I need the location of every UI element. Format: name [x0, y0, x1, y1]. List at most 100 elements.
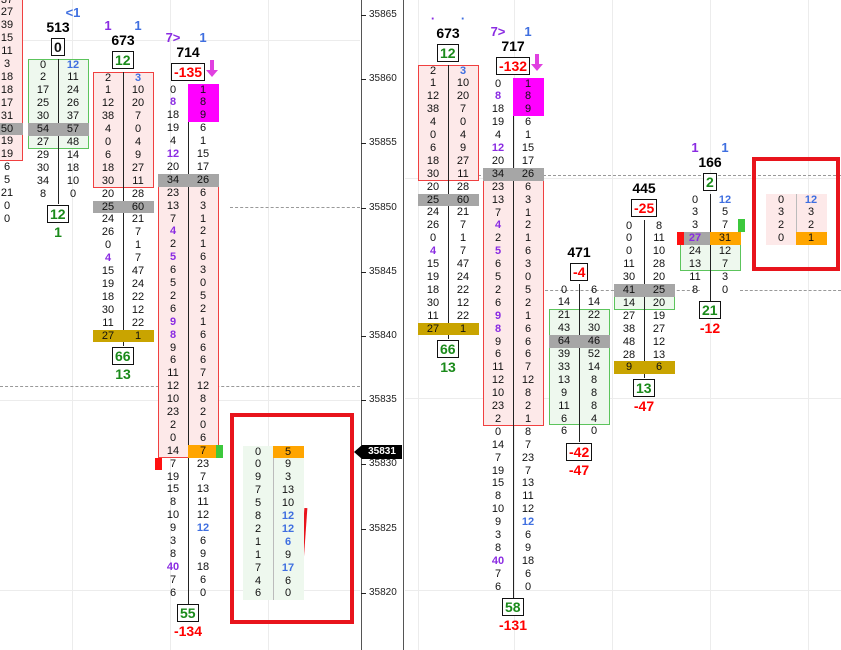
ask-value: 11 [1, 45, 13, 58]
bid-value: 25 [101, 200, 115, 213]
bid-value: 3 [691, 219, 699, 232]
price-axis-label: 35860 [369, 73, 397, 85]
ask-value: 6 [199, 535, 207, 547]
ask-value: 14 [587, 360, 601, 373]
column-footer-box: -42 [566, 442, 593, 461]
ask-value: 8 [655, 219, 663, 232]
ask-value: 7 [459, 219, 467, 232]
bid-value: 19 [166, 470, 180, 483]
bid-value: 23 [166, 406, 180, 418]
ask-value: 18 [521, 554, 535, 567]
bid-value: 15 [101, 265, 115, 277]
bid-value: 3 [691, 206, 699, 219]
ask-value: 3 [199, 264, 207, 277]
bid-value: 14 [622, 296, 636, 309]
bid-value: 5 [494, 245, 502, 258]
ask-cell-magenta [188, 109, 219, 123]
ask-cell-orange [796, 232, 827, 246]
ask-value: 26 [521, 167, 535, 180]
bid-value: 30 [36, 110, 50, 123]
highlight-row-poc [614, 284, 675, 297]
ask-value: 6 [199, 122, 207, 135]
bid-value: 38 [101, 110, 115, 123]
axis-tick [361, 79, 366, 81]
bid-value: 40 [491, 554, 505, 567]
price-axis-line [361, 0, 362, 650]
down-arrow-icon-head [531, 64, 543, 71]
price-axis-label: 35840 [369, 330, 397, 341]
bid-value: 9 [625, 361, 633, 374]
ask-value: 39 [0, 19, 14, 32]
ask-value: 60 [131, 200, 145, 213]
ask-value: 6 [524, 245, 532, 258]
ask-value: 6 [199, 341, 207, 354]
ask-value: 6 [199, 431, 207, 444]
bid-value: 5 [169, 251, 177, 264]
bid-value: 4 [169, 225, 177, 238]
ask-value: 28 [131, 187, 145, 200]
ask-value: 2 [524, 219, 532, 232]
bid-value: 19 [101, 277, 115, 290]
bid-value: 13 [557, 373, 571, 386]
ask-value: 12 [521, 516, 535, 529]
ask-value: 0 [721, 283, 729, 296]
bid-value: 8 [39, 187, 47, 200]
bid-value: 9 [494, 335, 502, 348]
bid-value: 25 [426, 193, 440, 206]
ask-value: 21 [0, 187, 14, 199]
ask-value: 12 [281, 510, 295, 522]
ask-value: 6 [284, 574, 292, 587]
bid-value: 7 [169, 573, 177, 586]
bid-value: 4 [254, 574, 262, 587]
ask-value: 22 [456, 283, 470, 296]
ask-value: 27 [0, 6, 14, 19]
bid-value: 40 [166, 560, 180, 573]
price-axis-label: 35850 [369, 201, 397, 213]
ask-value: 12 [456, 296, 470, 309]
ask-value: 27 [456, 154, 470, 167]
ask-value: 15 [0, 32, 14, 45]
ask-value: 6 [524, 116, 532, 129]
ask-value: 1 [199, 238, 207, 251]
ask-value: 5 [3, 174, 11, 187]
bid-value: 0 [429, 232, 437, 245]
bid-value: 19 [491, 116, 505, 129]
ask-value: 3 [284, 471, 292, 484]
red-marker [677, 232, 684, 246]
bid-value: 27 [36, 135, 50, 148]
bid-value: 9 [169, 315, 177, 328]
ask-value: 7 [199, 367, 207, 380]
ask-value: 1 [524, 77, 532, 90]
ask-value: 28 [456, 180, 470, 193]
ask-value: 1 [524, 232, 532, 245]
ask-value: 7 [134, 252, 142, 265]
ask-value: 1 [459, 322, 467, 335]
bid-value: 15 [166, 483, 180, 496]
ask-value: 7 [721, 258, 729, 270]
ask-value: 6 [524, 348, 532, 361]
ask-value: 0 [459, 116, 467, 129]
bid-value: 23 [491, 180, 505, 193]
ask-value: 19 [652, 309, 666, 322]
bid-value: 13 [491, 193, 505, 206]
bid-value: 39 [557, 348, 571, 360]
ask-cell-magenta [513, 77, 544, 91]
gridline-horizontal [405, 178, 841, 179]
ask-value: 7 [524, 438, 532, 451]
ask-value: 0 [199, 586, 207, 599]
bid-value: 0 [625, 245, 633, 258]
ask-value: 1 [807, 232, 815, 245]
ask-value: 12 [196, 522, 210, 535]
column-center-line [513, 77, 514, 598]
gridline-horizontal [405, 398, 841, 399]
column-delta-box: 12 [437, 44, 459, 62]
bid-value: 15 [426, 258, 440, 270]
column-delta-box: -132 [496, 57, 531, 75]
bid-value: 33 [557, 360, 571, 373]
bid-value: 0 [254, 445, 262, 458]
bid-value: 12 [166, 380, 180, 393]
ask-value: 0 [524, 271, 532, 283]
bid-value: 14 [491, 438, 505, 451]
bid-value: 13 [688, 258, 702, 270]
ask-cell-magenta [513, 90, 544, 104]
